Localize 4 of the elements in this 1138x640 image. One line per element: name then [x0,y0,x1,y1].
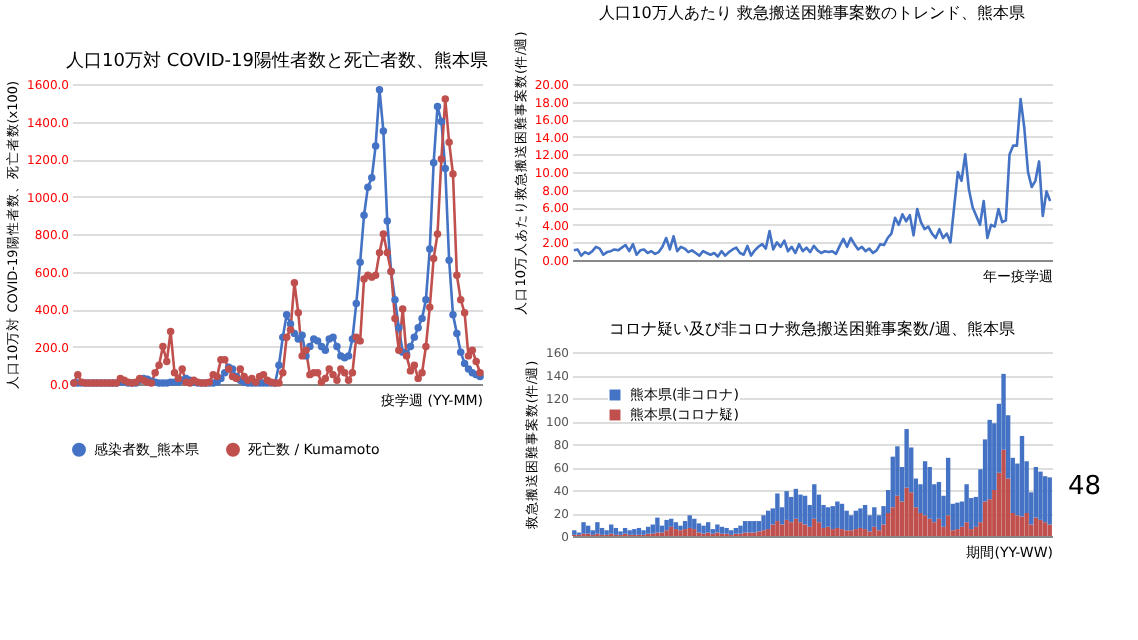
text: 48 [1068,472,1102,502]
chart-title: コロナ疑い及び非コロナ救急搬送困難事案数/週、熊本県 [609,320,1015,338]
chart-title: 人口10万対 COVID-19陽性者数と死亡者数、熊本県 [66,50,488,72]
chart-title: 人口10万人あたり 救急搬送困難事案数のトレンド、熊本県 [599,4,1025,23]
